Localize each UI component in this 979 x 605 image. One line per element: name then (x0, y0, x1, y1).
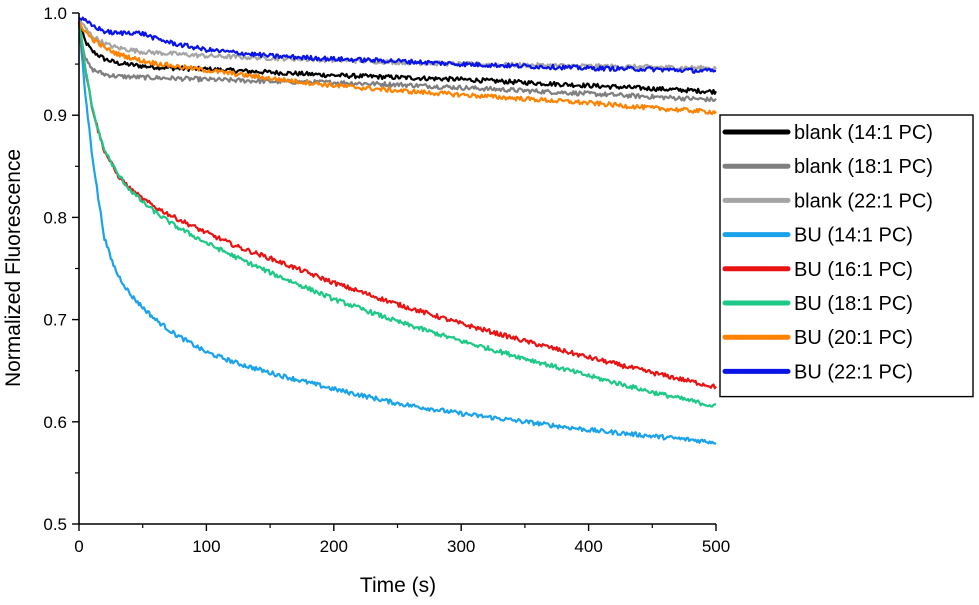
y-tick-label: 0.7 (43, 311, 67, 330)
y-tick-label: 1.0 (43, 4, 67, 23)
legend-label: blank (22:1 PC) (794, 190, 933, 212)
y-tick-label: 0.6 (43, 413, 67, 432)
legend-label: BU (20:1 PC) (794, 327, 913, 349)
legend-box (719, 114, 974, 398)
legend: blank (14:1 PC) blank (18:1 PC) blank (22:… (719, 114, 974, 398)
y-tick-label: 0.8 (43, 208, 67, 227)
y-tick-label: 0.9 (43, 106, 67, 125)
legend-label: BU (16:1 PC) (794, 259, 913, 281)
series-line-6 (78, 22, 717, 116)
x-tick-label: 500 (702, 537, 730, 556)
axes: 0 100 200 300 400 500 0.5 0.6 0.7 0.8 0.9 1.0 (43, 4, 730, 556)
series-line-4 (77, 21, 717, 390)
x-tick-label: 100 (192, 537, 220, 556)
series-line-3 (77, 22, 717, 445)
legend-label: blank (14:1 PC) (794, 122, 933, 144)
legend-label: BU (14:1 PC) (794, 225, 913, 247)
x-tick-label: 400 (574, 537, 602, 556)
x-tick-label: 300 (447, 537, 475, 556)
series-line-7 (78, 16, 717, 74)
series-line-1 (77, 25, 717, 103)
x-tick-label: 0 (74, 537, 83, 556)
legend-label: BU (22:1 PC) (794, 361, 913, 383)
x-tick-label: 200 (320, 537, 348, 556)
series-line-5 (77, 24, 717, 408)
y-axis-title: Normalized Fluorescence (2, 149, 25, 387)
x-axis-title: Time (s) (360, 574, 436, 597)
plot-lines (77, 16, 717, 445)
legend-label: blank (18:1 PC) (794, 156, 933, 178)
y-tick-label: 0.5 (43, 515, 67, 534)
legend-label: BU (18:1 PC) (794, 293, 913, 315)
